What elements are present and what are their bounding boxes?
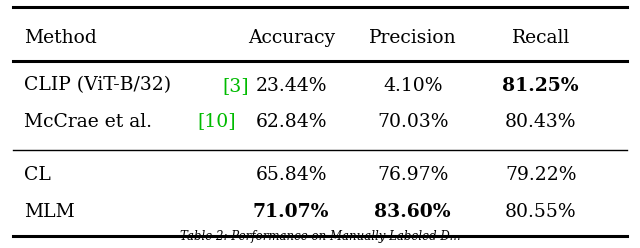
Text: Table 2: Performance on Manually Labeled D...: Table 2: Performance on Manually Labeled… bbox=[180, 230, 460, 243]
Text: Recall: Recall bbox=[511, 30, 570, 47]
Text: MLM: MLM bbox=[24, 203, 75, 221]
Text: 81.25%: 81.25% bbox=[502, 77, 579, 94]
Text: 62.84%: 62.84% bbox=[255, 113, 327, 130]
Text: 80.43%: 80.43% bbox=[505, 113, 577, 130]
Text: CLIP (ViT-B/32): CLIP (ViT-B/32) bbox=[24, 77, 177, 94]
Text: 80.55%: 80.55% bbox=[505, 203, 577, 221]
Text: [3]: [3] bbox=[222, 77, 248, 94]
Text: 4.10%: 4.10% bbox=[383, 77, 442, 94]
Text: 71.07%: 71.07% bbox=[253, 203, 330, 221]
Text: CL: CL bbox=[24, 166, 51, 184]
Text: Precision: Precision bbox=[369, 30, 456, 47]
Text: 76.97%: 76.97% bbox=[377, 166, 449, 184]
Text: [10]: [10] bbox=[197, 113, 236, 130]
Text: 70.03%: 70.03% bbox=[377, 113, 449, 130]
Text: Accuracy: Accuracy bbox=[248, 30, 335, 47]
Text: 65.84%: 65.84% bbox=[255, 166, 327, 184]
Text: Method: Method bbox=[24, 30, 97, 47]
Text: 23.44%: 23.44% bbox=[255, 77, 327, 94]
Text: 83.60%: 83.60% bbox=[374, 203, 451, 221]
Text: 79.22%: 79.22% bbox=[505, 166, 577, 184]
Text: McCrae et al.: McCrae et al. bbox=[24, 113, 158, 130]
